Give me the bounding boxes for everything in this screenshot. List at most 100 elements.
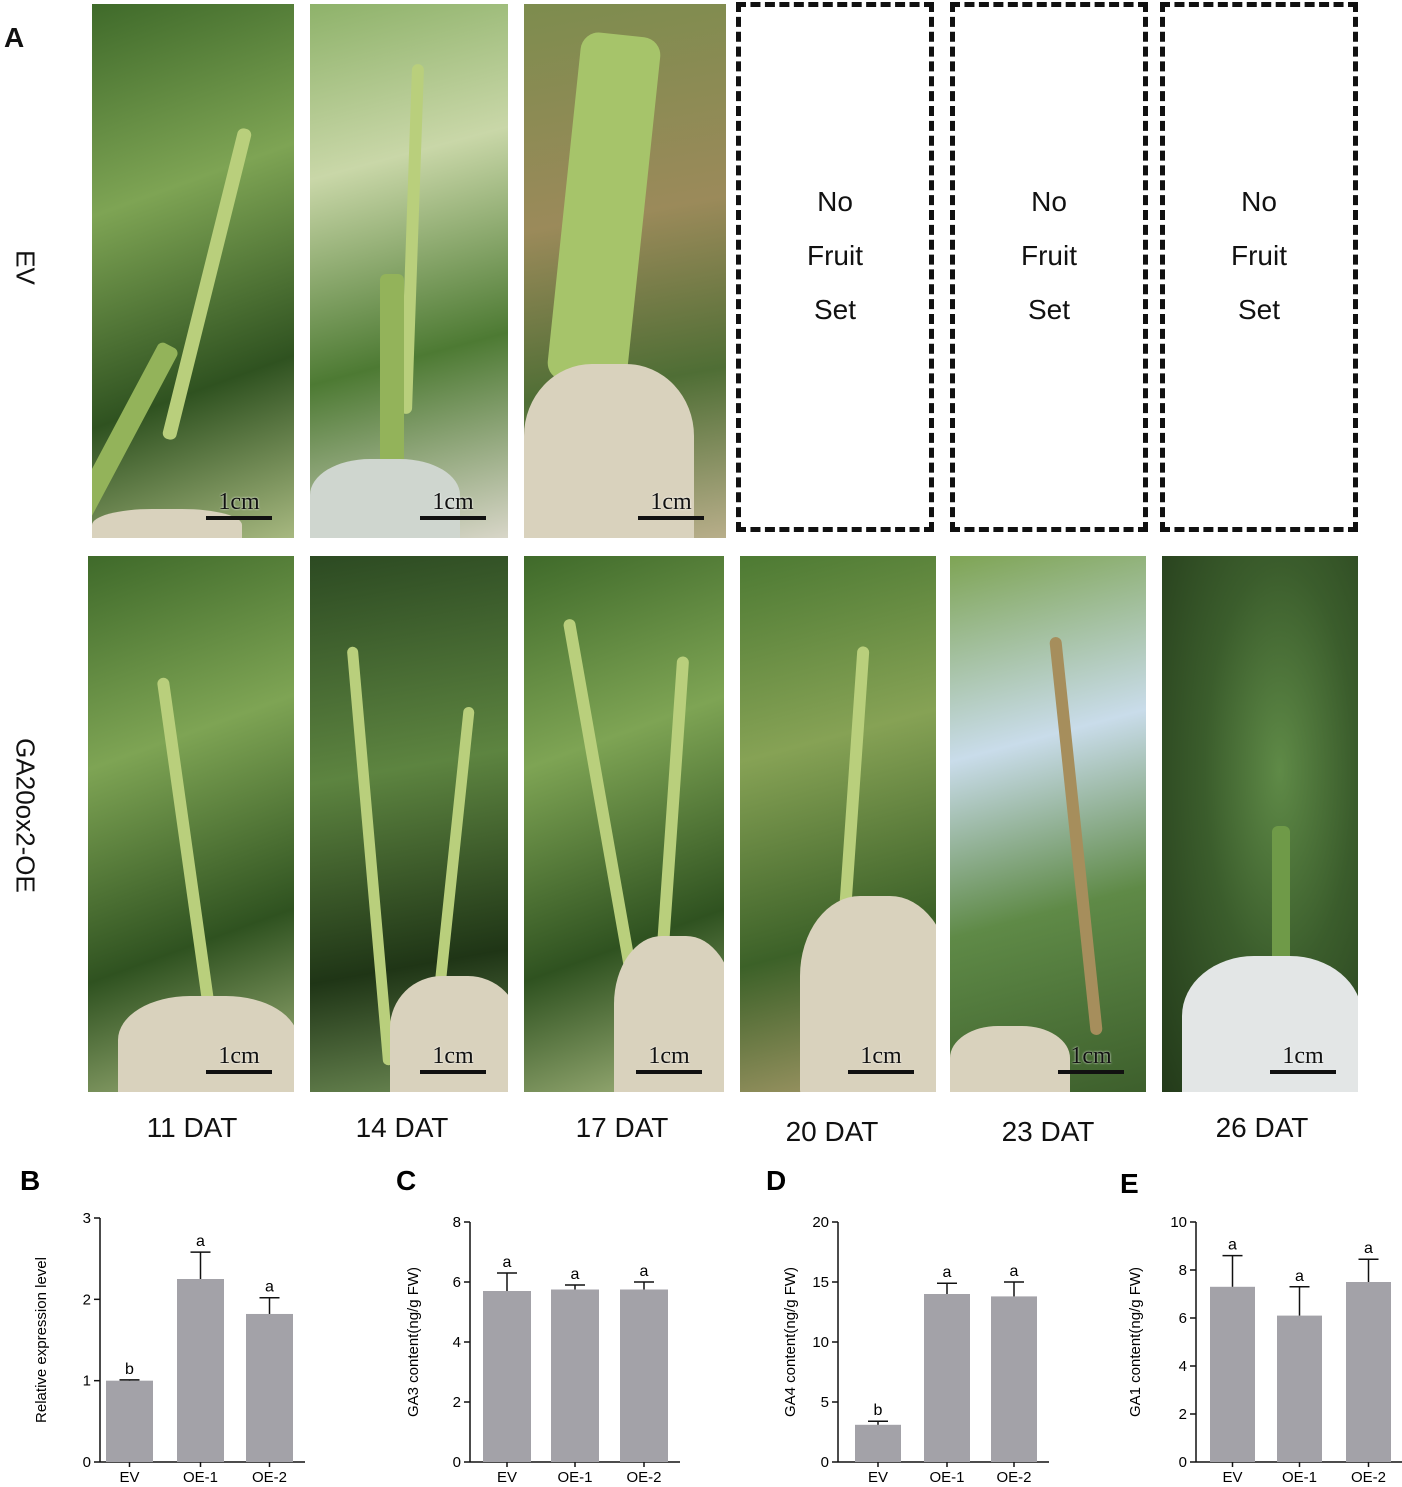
- panel-d-letter: D: [766, 1165, 786, 1196]
- no-fruit-line-1: No: [1241, 186, 1277, 217]
- chart-b-significance-label: a: [196, 1233, 205, 1250]
- no-fruit-set-20dat: No Fruit Set: [736, 2, 934, 532]
- chart-b-xtick-label: OE-1: [183, 1469, 218, 1486]
- chart-d-significance-label: b: [874, 1402, 883, 1419]
- no-fruit-line-2: Fruit: [807, 240, 863, 271]
- photo-ev-11dat: 1cm: [92, 4, 294, 538]
- chart-c-ytick-label: 4: [453, 1334, 461, 1351]
- photo-oe-23dat: 1cm: [950, 556, 1146, 1092]
- scale-bar: 1cm: [848, 1044, 914, 1074]
- photo-ev-14dat: 1cm: [310, 4, 508, 538]
- panel-b-letter: B: [20, 1165, 40, 1196]
- panel-c-letter: C: [396, 1165, 416, 1196]
- chart-c-bar: [483, 1291, 531, 1462]
- row-label-oe: GA20ox2-OE: [10, 738, 41, 893]
- chart-c-bar: [551, 1289, 599, 1462]
- day-label-11: 11 DAT: [146, 1112, 238, 1143]
- day-label-14: 14 DAT: [355, 1112, 449, 1143]
- no-fruit-line-1: No: [1031, 186, 1067, 217]
- chart-b-bar: [177, 1279, 224, 1462]
- panel-a-letter: A: [4, 22, 25, 53]
- chart-e-significance-label: a: [1364, 1240, 1373, 1257]
- chart-c-significance-label: a: [503, 1254, 512, 1271]
- chart-c-significance-label: a: [571, 1266, 580, 1283]
- no-fruit-line-2: Fruit: [1021, 240, 1077, 271]
- chart-d-ytick-label: 10: [812, 1334, 829, 1351]
- scale-bar: 1cm: [636, 1044, 702, 1074]
- photo-oe-26dat: 1cm: [1162, 556, 1358, 1092]
- panel-e-letter: E: [1120, 1168, 1139, 1199]
- no-fruit-line-3: Set: [1237, 294, 1281, 325]
- chart-b-bar: [106, 1380, 153, 1462]
- chart-e-xtick-label: OE-2: [1351, 1469, 1386, 1486]
- chart-b-significance-label: b: [125, 1361, 134, 1378]
- chart-d-bar: [991, 1296, 1037, 1462]
- no-fruit-line-3: Set: [1027, 294, 1071, 325]
- scale-bar: 1cm: [1270, 1044, 1336, 1074]
- chart-b-xtick-label: OE-2: [252, 1469, 287, 1486]
- no-fruit-line-2: Fruit: [1231, 240, 1287, 271]
- no-fruit-line-3: Set: [813, 294, 857, 325]
- chart-b-ytick-label: 3: [83, 1210, 91, 1227]
- chart-c-bar: [620, 1289, 668, 1462]
- chart-d-ylabel: GA4 content(ng/g FW): [782, 1267, 799, 1417]
- photo-ev-17dat: 1cm: [524, 4, 726, 538]
- chart-c-ytick-label: 8: [453, 1214, 461, 1231]
- chart-c-xtick-label: OE-2: [626, 1469, 661, 1486]
- scale-bar: 1cm: [1058, 1044, 1124, 1074]
- chart-d-ytick-label: 0: [821, 1454, 829, 1471]
- chart-c-significance-label: a: [640, 1263, 649, 1280]
- chart-c-ylabel: GA3 content(ng/g FW): [405, 1267, 422, 1417]
- chart-e-bar: [1346, 1282, 1391, 1462]
- chart-d-significance-label: a: [1010, 1263, 1019, 1280]
- chart-b-bar: [246, 1313, 293, 1462]
- chart-d-xtick-label: OE-1: [929, 1469, 964, 1486]
- chart-e-xtick-label: EV: [1222, 1469, 1242, 1486]
- chart-b-significance-label: a: [265, 1279, 274, 1296]
- day-label-26: 26 DAT: [1215, 1112, 1309, 1143]
- scale-bar: 1cm: [638, 490, 704, 520]
- chart-d-ytick-label: 15: [812, 1274, 829, 1291]
- chart-b-ylabel: Relative expression level: [33, 1257, 50, 1423]
- chart-c-ytick-label: 0: [453, 1454, 461, 1471]
- chart-e-ytick-label: 4: [1179, 1358, 1187, 1375]
- scale-bar: 1cm: [420, 1044, 486, 1074]
- chart-c-xtick-label: OE-1: [557, 1469, 592, 1486]
- chart-b-ytick-label: 2: [83, 1291, 91, 1308]
- scale-bar: 1cm: [206, 1044, 272, 1074]
- day-label-23: 23 DAT: [1001, 1116, 1095, 1147]
- day-label-17: 17 DAT: [575, 1112, 669, 1143]
- photo-oe-11dat: 1cm: [88, 556, 294, 1092]
- chart-d-xtick-label: EV: [868, 1469, 888, 1486]
- photo-oe-14dat: 1cm: [310, 556, 508, 1092]
- row-label-ev: EV: [10, 250, 41, 285]
- chart-d-significance-label: a: [943, 1264, 952, 1281]
- chart-e-xtick-label: OE-1: [1282, 1469, 1317, 1486]
- chart-c-ytick-label: 6: [453, 1274, 461, 1291]
- chart-e-significance-label: a: [1295, 1268, 1304, 1285]
- chart-c-xtick-label: EV: [497, 1469, 517, 1486]
- chart-d-ytick-label: 5: [821, 1394, 829, 1411]
- chart-e-ytick-label: 2: [1179, 1406, 1187, 1423]
- chart-b-ytick-label: 1: [83, 1373, 91, 1390]
- chart-c-ytick-label: 2: [453, 1394, 461, 1411]
- chart-d-bar: [924, 1294, 970, 1462]
- chart-b-ytick-label: 0: [83, 1454, 91, 1471]
- chart-e-ylabel: GA1 content(ng/g FW): [1127, 1267, 1144, 1417]
- photo-oe-17dat: 1cm: [524, 556, 724, 1092]
- chart-e-significance-label: a: [1228, 1237, 1237, 1254]
- no-fruit-set-23dat: No Fruit Set: [950, 2, 1148, 532]
- chart-b-xtick-label: EV: [119, 1469, 139, 1486]
- scale-bar: 1cm: [206, 490, 272, 520]
- chart-e-bar: [1277, 1315, 1322, 1462]
- day-label-20: 20 DAT: [785, 1116, 879, 1147]
- chart-e-ytick-label: 10: [1170, 1214, 1187, 1231]
- chart-d-xtick-label: OE-2: [996, 1469, 1031, 1486]
- chart-e-ytick-label: 0: [1179, 1454, 1187, 1471]
- no-fruit-set-26dat: No Fruit Set: [1160, 2, 1358, 532]
- chart-e-ytick-label: 6: [1179, 1310, 1187, 1327]
- chart-d-bar: [855, 1424, 901, 1462]
- chart-e-bar: [1210, 1286, 1255, 1462]
- chart-d-ytick-label: 20: [812, 1214, 829, 1231]
- photo-oe-20dat: 1cm: [740, 556, 936, 1092]
